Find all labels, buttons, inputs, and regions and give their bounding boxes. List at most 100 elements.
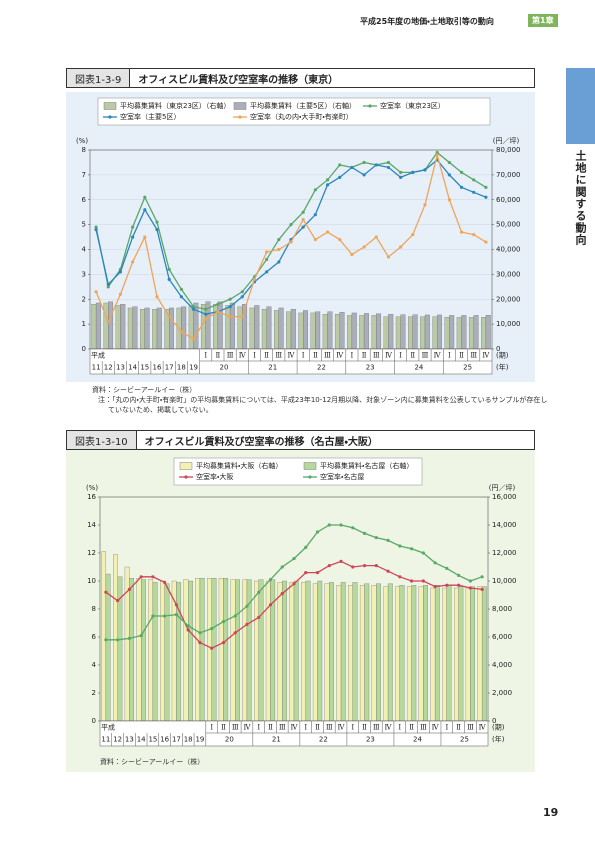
bar [348,585,353,722]
x-quarter-label: Ⅱ [221,724,226,732]
point [386,165,391,170]
x-year-label: 20 [220,364,229,372]
x-year-label: 24 [413,736,422,744]
y-tick-label: 5 [82,221,86,229]
point [216,302,220,306]
point [301,225,305,229]
y-tick-label: 8 [92,605,96,613]
bar [277,582,283,722]
point [457,583,461,587]
point [374,235,378,239]
bar [218,578,224,722]
y-tick-label: 6 [92,633,97,641]
point [104,590,108,594]
point [350,165,354,170]
running-title: 平成25年度の地価・土地取引等の動向 [360,17,494,26]
y-tick-label: 3 [82,270,86,278]
bar [242,579,248,722]
x-quarter-label: Ⅲ [275,352,282,360]
point [398,575,402,579]
point [257,590,261,594]
x-quarter-label: Ⅰ [445,724,448,732]
x-era-label: 平成 [91,351,105,360]
point [265,250,269,254]
point [139,634,143,638]
point [435,153,439,157]
point [447,198,451,202]
point [268,578,273,582]
x-year-label: 22 [317,364,326,372]
y-tick-label: 8 [82,146,86,154]
x-tick-label: 18 [184,736,193,744]
point [313,213,317,217]
y-tick-label: 16 [87,493,96,501]
figure-title-bar: 図表1-3-9 オフィスビル賃料及び空室率の推移（東京） [66,68,535,88]
point [327,523,331,527]
y-tick-label: 2 [82,295,86,303]
bar [364,583,370,722]
point [362,160,366,165]
x-quarter-label: Ⅳ [385,352,393,360]
point [350,252,354,257]
x-quarter-label: Ⅳ [338,724,346,732]
bar [327,311,333,350]
point [210,627,214,631]
bar [301,582,306,722]
point [265,270,269,274]
point [131,260,135,264]
bar [423,585,428,722]
y-axis-label: (%) [76,137,88,145]
y2-tick-label: 14,000 [492,521,517,529]
bar [169,307,174,350]
bar [254,305,260,350]
bar [160,580,165,722]
point [289,223,293,227]
point [472,190,476,194]
bar [108,301,114,350]
point [277,260,281,264]
y-tick-label: 4 [82,246,87,254]
bar [237,306,243,350]
point [315,571,320,575]
point [301,218,305,222]
point [280,592,284,596]
x-quarter-label: Ⅲ [467,724,474,732]
point [127,636,131,640]
bar [152,582,158,722]
figure-number: 図表1-3-10 [67,431,137,449]
bar [388,314,394,350]
point [480,575,484,579]
point [179,329,183,334]
point [374,163,378,167]
bar [199,578,205,722]
x-tick-label: 13 [116,364,125,372]
bar [105,573,111,722]
legend-swatch [108,115,112,119]
x-quarter-label: Ⅲ [373,724,380,732]
figure-title: オフィスビル賃料及び空室率の推移（東京） [138,74,339,86]
bar [347,315,353,350]
bar [289,582,295,722]
y-tick-label: 12 [87,549,96,557]
point [280,565,284,569]
point [433,561,437,565]
bar [432,316,438,350]
point [325,230,330,234]
page-number: 19 [543,806,559,819]
x-quarter-label: Ⅰ [210,724,213,732]
x-tick-label: 14 [137,736,146,744]
x-quarter-label: Ⅱ [410,352,415,360]
point [351,565,355,569]
point [484,185,488,189]
x-year-label: 21 [268,364,277,372]
bar [91,304,97,350]
y2-axis-label: (円／坪) [489,484,516,492]
bar [156,307,162,350]
y-tick-label: 1 [82,320,86,328]
point [131,225,135,229]
point [228,305,232,309]
x-tick-label: 16 [153,364,162,372]
y-tick-label: 14 [87,521,96,529]
point [484,240,488,244]
legend-swatch [238,115,242,119]
